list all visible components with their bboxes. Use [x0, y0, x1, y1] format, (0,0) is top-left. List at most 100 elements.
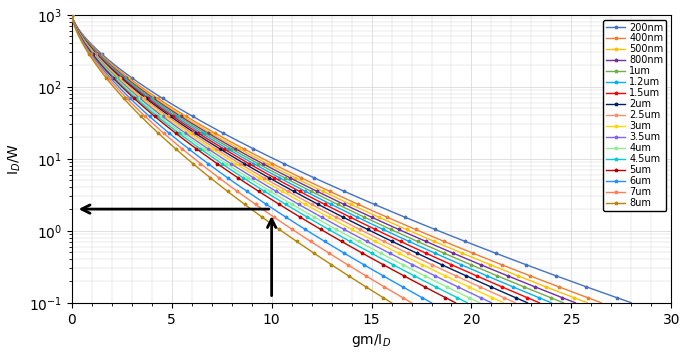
5um [451, 300, 460, 305]
800nm [368, 215, 376, 219]
8um [387, 300, 396, 305]
Line: 500nm: 500nm [70, 13, 589, 304]
Line: 1um: 1um [70, 13, 565, 304]
3um [273, 186, 281, 190]
1.2um [298, 188, 306, 192]
7um [407, 300, 416, 305]
3um [421, 264, 429, 268]
1.2um [461, 264, 469, 268]
2.5um [278, 186, 286, 190]
Line: 2.5um: 2.5um [70, 13, 517, 304]
7um [251, 202, 260, 206]
2.5um [281, 188, 289, 192]
2.5um [68, 12, 76, 17]
3um [301, 202, 309, 206]
400nm [502, 264, 510, 268]
3.5um [68, 12, 76, 17]
200nm [401, 215, 409, 219]
1.5um [346, 215, 354, 219]
1.2um [68, 12, 76, 17]
1.5um [68, 12, 76, 17]
800nm [68, 12, 76, 17]
400nm [383, 215, 391, 219]
8um [68, 12, 76, 17]
6um [363, 264, 371, 268]
1.2um [548, 300, 556, 305]
2.5um [308, 202, 316, 206]
1.5um [451, 264, 459, 268]
5um [68, 12, 76, 17]
6um [262, 202, 271, 206]
1.5um [535, 300, 543, 305]
Line: 1.5um: 1.5um [70, 13, 541, 304]
200nm [333, 186, 341, 190]
3.5um [317, 215, 326, 219]
4um [261, 186, 269, 190]
4um [475, 300, 484, 305]
X-axis label: gm/I$_D$: gm/I$_D$ [352, 332, 392, 349]
1um [471, 264, 479, 268]
Line: 4.5um: 4.5um [70, 13, 469, 304]
Line: 7um: 7um [70, 13, 414, 304]
500nm [313, 186, 321, 190]
8um [330, 264, 338, 268]
1um [334, 202, 342, 206]
2.5um [431, 264, 440, 268]
5um [250, 186, 258, 190]
4.5um [258, 188, 267, 192]
500nm [68, 12, 76, 17]
3um [499, 300, 508, 305]
3.5um [267, 186, 275, 190]
6um [282, 215, 290, 219]
Line: 200nm: 200nm [70, 13, 633, 304]
7um [229, 186, 237, 190]
2um [513, 296, 521, 300]
1.2um [353, 215, 361, 219]
4.5um [454, 296, 462, 300]
800nm [310, 188, 318, 192]
5um [275, 202, 284, 206]
800nm [340, 202, 348, 206]
4.5um [282, 202, 290, 206]
7um [231, 188, 239, 192]
1.5um [290, 186, 298, 190]
800nm [307, 186, 315, 190]
3um [324, 215, 333, 219]
3.5um [412, 264, 420, 268]
200nm [627, 300, 635, 305]
6um [419, 296, 427, 300]
500nm [347, 202, 355, 206]
7um [270, 215, 278, 219]
2.5um [511, 300, 519, 305]
Line: 6um: 6um [70, 13, 433, 304]
200nm [613, 296, 622, 300]
7um [399, 296, 407, 300]
1um [68, 12, 76, 17]
4um [68, 12, 76, 17]
1.2um [295, 186, 304, 190]
400nm [319, 186, 328, 190]
6um [427, 300, 436, 305]
6um [238, 186, 247, 190]
1.2um [536, 296, 544, 300]
1um [301, 186, 309, 190]
800nm [559, 296, 567, 300]
5um [442, 296, 451, 300]
400nm [322, 188, 330, 192]
800nm [572, 300, 580, 305]
4um [466, 296, 474, 300]
200nm [337, 188, 345, 192]
1um [548, 296, 556, 300]
2um [68, 12, 76, 17]
400nm [68, 12, 76, 17]
Legend: 200nm, 400nm, 500nm, 800nm, 1um, 1.2um, 1.5um, 2um, 2.5um, 3um, 3.5um, 4um, 4.5u: 200nm, 400nm, 500nm, 800nm, 1um, 1.2um, … [603, 20, 666, 211]
8um [258, 215, 267, 219]
4.5um [392, 264, 401, 268]
7um [68, 12, 76, 17]
Line: 1.2um: 1.2um [70, 13, 553, 304]
8um [221, 188, 229, 192]
4um [264, 188, 272, 192]
2.5um [332, 215, 340, 219]
3um [275, 188, 284, 192]
8um [220, 186, 228, 190]
